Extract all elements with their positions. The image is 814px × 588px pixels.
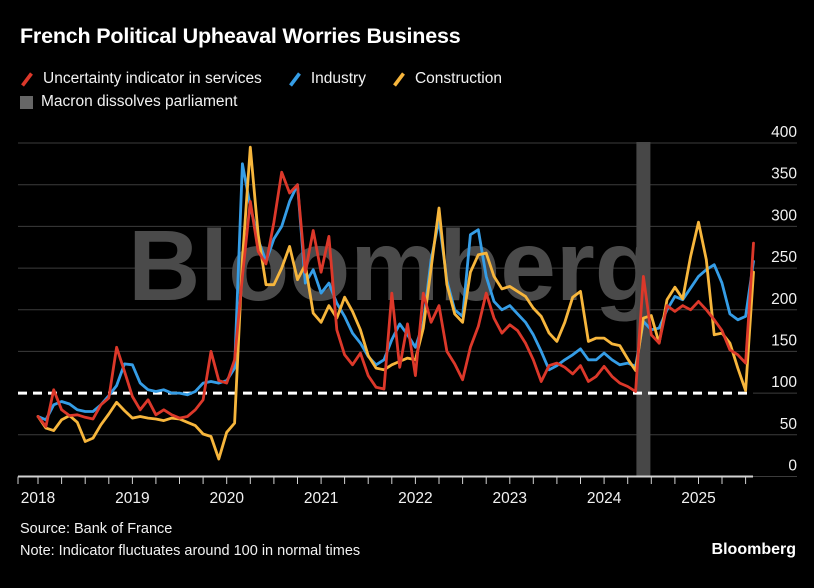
- y-axis-tick-label: 100: [771, 374, 797, 391]
- x-axis-tick-label: 2022: [398, 490, 432, 507]
- y-axis-tick-label: 300: [771, 207, 797, 224]
- bloomberg-logo: Bloomberg: [711, 541, 796, 558]
- y-axis-tick-label: 150: [771, 332, 797, 349]
- legend-slash-icon: [393, 71, 405, 87]
- legend-label: Industry: [310, 70, 366, 87]
- note-line: Note: Indicator fluctuates around 100 in…: [20, 543, 361, 559]
- legend-item: Macron dissolves parliament: [20, 93, 237, 111]
- legend-item: Industry: [288, 70, 366, 88]
- y-axis-tick-label: 200: [771, 291, 797, 308]
- y-axis-tick-label: 350: [771, 166, 797, 183]
- x-axis-tick-label: 2018: [21, 490, 55, 507]
- x-axis-tick-label: 2025: [681, 490, 715, 507]
- legend-row-2: Macron dissolves parliament: [20, 93, 237, 111]
- y-axis-tick-label: 250: [771, 249, 797, 266]
- source-note: Source: Bank of France: [20, 521, 173, 537]
- x-axis-tick-label: 2024: [587, 490, 622, 507]
- x-axis-tick-label: 2023: [493, 490, 527, 507]
- legend-slash-icon: [288, 71, 301, 87]
- series-construction: [36, 145, 755, 461]
- y-axis-tick-label: 400: [771, 124, 797, 141]
- legend-square-icon: [20, 95, 33, 109]
- legend-label: Construction: [414, 70, 502, 87]
- y-axis-tick-label: 50: [780, 416, 798, 433]
- legend-item: Construction: [392, 70, 502, 88]
- legend-label: Uncertainty indicator in services: [43, 70, 262, 87]
- legend-item: Uncertainty indicator in services: [20, 70, 262, 88]
- series-uncertainty-indicator-in-services: [36, 170, 755, 428]
- y-axis-tick-label: 0: [788, 458, 797, 475]
- legend-label: Macron dissolves parliament: [41, 93, 238, 110]
- x-axis-tick-label: 2021: [304, 490, 338, 507]
- x-axis-tick-label: 2019: [115, 490, 149, 507]
- chart-title: French Political Upheaval Worries Busine…: [20, 24, 461, 48]
- x-axis-tick-label: 2020: [209, 490, 244, 507]
- legend-slash-icon: [21, 71, 33, 87]
- legend-row-1: Uncertainty indicator in services Industr…: [20, 70, 502, 88]
